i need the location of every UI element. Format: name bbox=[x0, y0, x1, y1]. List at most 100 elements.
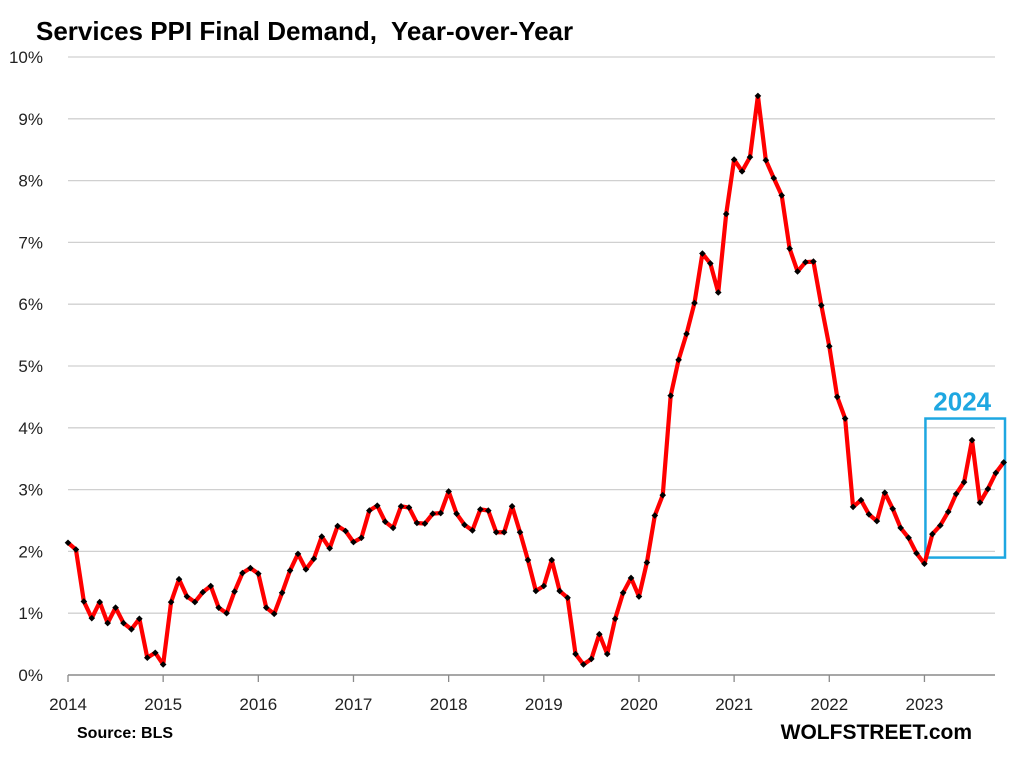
data-point bbox=[445, 488, 452, 495]
data-point bbox=[778, 192, 785, 199]
data-point bbox=[992, 469, 1000, 477]
y-tick-label: 10% bbox=[9, 48, 43, 67]
data-point bbox=[310, 555, 318, 563]
data-point bbox=[643, 559, 651, 566]
gridlines bbox=[68, 56, 995, 614]
data-point bbox=[810, 258, 817, 265]
data-point bbox=[413, 519, 421, 527]
data-point bbox=[659, 491, 667, 499]
data-point bbox=[667, 392, 674, 399]
data-point bbox=[580, 661, 587, 668]
chart-title: Services PPI Final Demand, Year-over-Yea… bbox=[36, 16, 573, 46]
highlight-label: 2024 bbox=[933, 387, 991, 417]
data-point bbox=[929, 530, 936, 538]
data-point bbox=[635, 593, 643, 600]
data-point bbox=[905, 534, 912, 542]
data-point bbox=[255, 570, 262, 577]
data-point bbox=[223, 609, 230, 617]
data-point bbox=[492, 528, 500, 536]
data-point bbox=[334, 522, 341, 530]
data-point bbox=[104, 619, 111, 627]
y-axis: 0% 1% 2% 3% 4% 5% 6% 7% 8% 9% 10% bbox=[9, 48, 43, 685]
data-point bbox=[707, 260, 714, 267]
x-tick-label: 2021 bbox=[715, 695, 753, 714]
data-point bbox=[968, 436, 976, 444]
data-point bbox=[564, 594, 571, 602]
data-point bbox=[960, 478, 968, 486]
data-point bbox=[944, 508, 952, 516]
data-point bbox=[699, 250, 706, 257]
data-point bbox=[326, 545, 333, 552]
data-point bbox=[215, 604, 222, 611]
data-point bbox=[651, 512, 659, 519]
data-point bbox=[1000, 459, 1008, 466]
x-tick-label: 2023 bbox=[906, 695, 944, 714]
y-tick-label: 2% bbox=[18, 542, 43, 561]
x-tick-label: 2019 bbox=[525, 695, 563, 714]
data-point bbox=[278, 589, 286, 597]
data-point bbox=[350, 538, 357, 546]
data-point bbox=[270, 610, 278, 618]
data-point bbox=[366, 507, 373, 514]
data-point bbox=[984, 485, 992, 493]
data-point bbox=[381, 518, 389, 526]
x-tick-label: 2018 bbox=[430, 695, 468, 714]
data-point bbox=[453, 510, 460, 518]
data-point bbox=[405, 504, 413, 511]
data-point bbox=[318, 533, 326, 540]
data-point bbox=[500, 528, 508, 536]
data-point bbox=[937, 522, 944, 529]
data-point bbox=[722, 210, 730, 218]
data-point bbox=[802, 258, 809, 266]
data-point bbox=[64, 539, 72, 547]
series-services-ppi bbox=[64, 92, 1008, 668]
x-tick-label: 2015 bbox=[144, 695, 182, 714]
data-point bbox=[762, 156, 770, 164]
data-point bbox=[151, 649, 159, 657]
data-point bbox=[183, 593, 191, 600]
y-tick-label: 8% bbox=[18, 172, 43, 191]
data-point bbox=[976, 499, 984, 506]
highlight-box bbox=[924, 417, 1007, 559]
data-point bbox=[88, 614, 96, 622]
data-point bbox=[80, 598, 88, 605]
data-point bbox=[508, 502, 516, 510]
data-point bbox=[881, 489, 889, 496]
data-point bbox=[516, 528, 524, 536]
data-point bbox=[524, 556, 532, 564]
data-point bbox=[96, 598, 104, 606]
data-point bbox=[397, 502, 405, 510]
data-point bbox=[461, 521, 468, 529]
data-point bbox=[373, 502, 381, 509]
y-tick-label: 9% bbox=[18, 110, 43, 129]
data-point bbox=[611, 615, 619, 623]
y-tick-label: 0% bbox=[18, 666, 43, 685]
data-point bbox=[714, 289, 722, 296]
data-point bbox=[72, 546, 80, 553]
data-point bbox=[825, 342, 833, 350]
data-point bbox=[897, 524, 904, 532]
x-tick-label: 2016 bbox=[239, 695, 277, 714]
y-tick-label: 7% bbox=[18, 233, 43, 252]
data-point bbox=[112, 604, 119, 611]
data-point bbox=[849, 503, 857, 511]
data-point bbox=[675, 356, 682, 364]
data-point bbox=[889, 505, 897, 513]
data-point bbox=[556, 587, 563, 595]
data-point bbox=[627, 574, 635, 582]
data-point bbox=[286, 567, 294, 574]
x-tick-label: 2020 bbox=[620, 695, 658, 714]
data-point bbox=[691, 299, 698, 307]
data-point bbox=[159, 661, 167, 668]
data-point bbox=[389, 524, 397, 532]
data-point bbox=[231, 588, 238, 595]
data-point bbox=[207, 582, 215, 590]
data-point bbox=[603, 650, 611, 658]
data-point bbox=[794, 268, 801, 275]
data-point bbox=[548, 556, 556, 564]
data-point bbox=[572, 650, 579, 658]
data-point bbox=[683, 330, 690, 338]
data-point bbox=[540, 582, 548, 590]
data-point bbox=[167, 598, 175, 606]
data-point bbox=[247, 564, 254, 572]
